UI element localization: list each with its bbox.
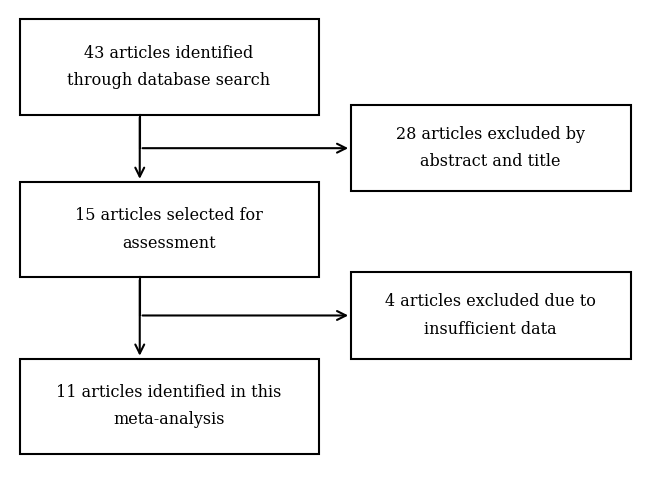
Text: 28 articles excluded by
abstract and title: 28 articles excluded by abstract and tit… [396, 126, 585, 170]
FancyBboxPatch shape [351, 105, 630, 191]
FancyBboxPatch shape [20, 182, 318, 277]
FancyBboxPatch shape [20, 358, 318, 454]
Text: 4 articles excluded due to
insufficient data: 4 articles excluded due to insufficient … [385, 293, 596, 337]
FancyBboxPatch shape [20, 19, 318, 115]
Text: 15 articles selected for
assessment: 15 articles selected for assessment [75, 207, 263, 251]
Text: 43 articles identified
through database search: 43 articles identified through database … [68, 45, 270, 89]
Text: 11 articles identified in this
meta-analysis: 11 articles identified in this meta-anal… [57, 384, 281, 428]
FancyBboxPatch shape [351, 272, 630, 358]
